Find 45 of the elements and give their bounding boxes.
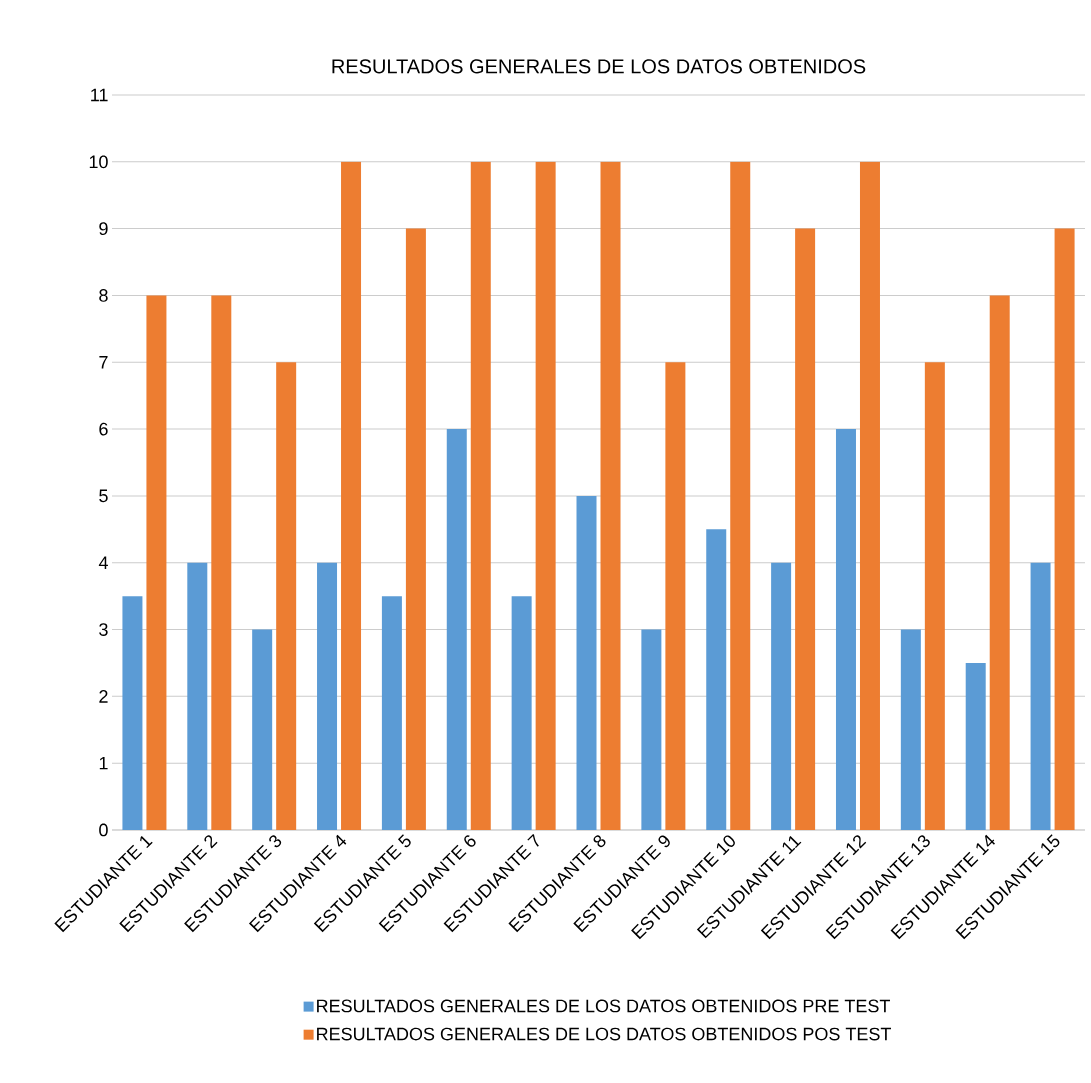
bar: [641, 629, 662, 830]
bar: [317, 562, 338, 830]
y-tick-label: 7: [99, 356, 108, 369]
bar: [535, 161, 556, 830]
y-tick-label: 4: [98, 556, 108, 569]
bar: [511, 596, 532, 830]
bar: [252, 629, 273, 830]
bar: [470, 161, 491, 830]
y-tick-label: 8: [99, 289, 108, 302]
bar: [600, 161, 621, 830]
bar: [405, 228, 426, 830]
bar: [989, 295, 1010, 830]
bar: [665, 362, 686, 830]
bar: [446, 429, 467, 830]
y-tick-label: 0: [99, 823, 108, 837]
y-tick-label: 9: [99, 222, 108, 235]
bar: [211, 295, 232, 830]
bar: [795, 228, 816, 830]
legend-label: RESULTADOS GENERALES DE LOS DATOS OBTENIDOS POS TEST: [317, 1027, 891, 1041]
bar: [900, 629, 921, 830]
bar: [771, 562, 792, 830]
bar: [1054, 228, 1075, 830]
bar: [276, 362, 297, 830]
bar: [965, 662, 986, 830]
bar: [924, 362, 945, 830]
bar: [576, 495, 597, 830]
bar: [1030, 562, 1051, 830]
y-tick-label: 1: [99, 756, 108, 770]
bar: [146, 295, 167, 830]
y-tick-label: 3: [99, 623, 108, 636]
bar: [341, 161, 362, 830]
y-tick-label: 6: [99, 422, 108, 436]
bar: [859, 161, 880, 830]
bar: [122, 596, 143, 830]
y-tick-label: 2: [99, 690, 108, 703]
bar: [381, 596, 402, 830]
bar: [706, 529, 727, 830]
bar: [835, 429, 856, 830]
legend-label: RESULTADOS GENERALES DE LOS DATOS OBTENIDOS PRE TEST: [317, 999, 890, 1013]
y-tick-label: 5: [99, 489, 108, 503]
y-tick-label: 11: [91, 88, 108, 102]
chart-title: RESULTADOS GENERALES DE LOS DATOS OBTENIDOS: [332, 59, 866, 74]
bar: [730, 161, 751, 830]
bar: [187, 562, 208, 830]
y-tick-label: 10: [89, 155, 108, 169]
